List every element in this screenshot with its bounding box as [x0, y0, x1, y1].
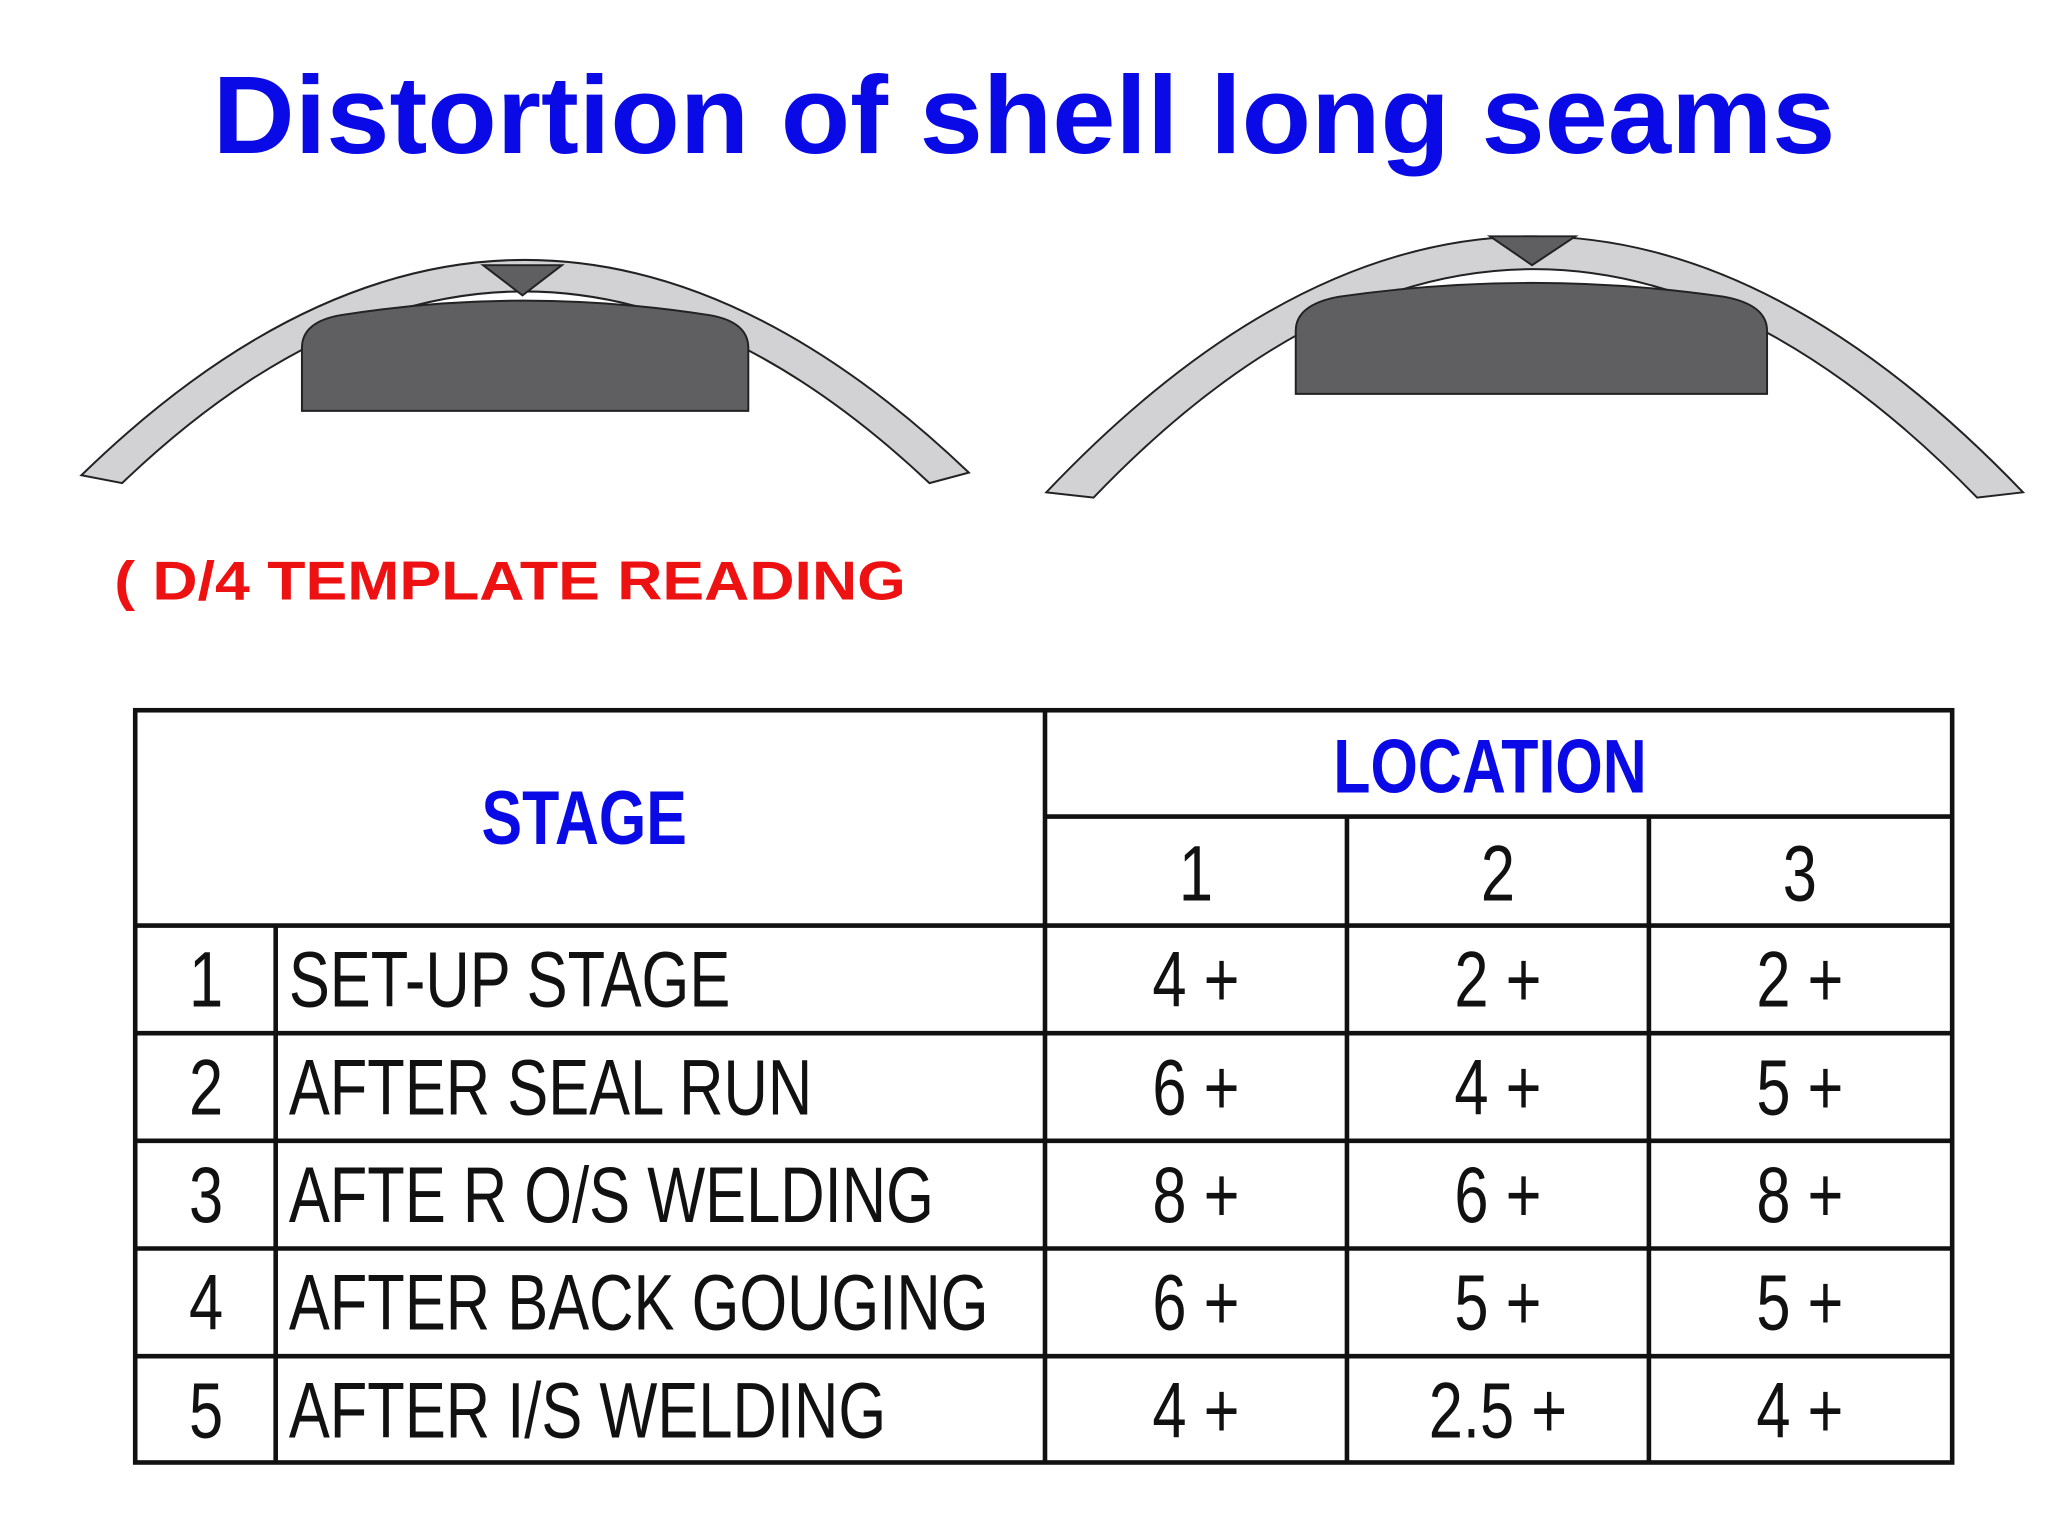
shell-diagram-right — [1044, 235, 2026, 499]
weld-seam — [1486, 235, 1579, 267]
reading: 6 + — [1152, 1043, 1239, 1131]
shell-diagram-left — [79, 258, 971, 485]
template — [1294, 281, 1769, 395]
location-number: 2 — [1481, 829, 1515, 917]
row-number: 4 — [189, 1258, 223, 1346]
reading: 8 + — [1756, 1151, 1843, 1239]
stage-header: STAGE — [482, 775, 687, 860]
reading: 4 + — [1454, 1043, 1541, 1131]
location-header: LOCATION — [1333, 724, 1647, 809]
reading: 4 + — [1152, 935, 1239, 1023]
reading: 8 + — [1152, 1151, 1239, 1239]
row-number: 5 — [189, 1366, 223, 1454]
row-number: 2 — [189, 1043, 223, 1131]
location-number: 1 — [1179, 829, 1213, 917]
stage-name: AFTER I/S WELDING — [289, 1366, 886, 1454]
reading: 5 + — [1756, 1043, 1843, 1131]
stage-name: AFTER BACK GOUGING — [289, 1258, 989, 1346]
stage-name: AFTER SEAL RUN — [289, 1043, 812, 1131]
stage-name: SET-UP STAGE — [289, 935, 730, 1023]
reading: 2 + — [1756, 935, 1843, 1023]
reading: 6 + — [1454, 1151, 1541, 1239]
location-number: 3 — [1783, 829, 1817, 917]
subtitle: ( D/4 TEMPLATE READING — [114, 549, 906, 611]
reading: 4 + — [1756, 1366, 1843, 1454]
weld-seam — [480, 264, 565, 297]
row-number: 3 — [189, 1151, 223, 1239]
row-number: 1 — [189, 935, 223, 1023]
table-grid — [132, 707, 1955, 1465]
reading: 5 + — [1454, 1258, 1541, 1346]
reading: 2.5 + — [1429, 1366, 1567, 1454]
title: Distortion of shell long seams — [213, 54, 1836, 177]
reading: 4 + — [1152, 1366, 1239, 1454]
template — [300, 299, 750, 412]
stage-name: AFTE R O/S WELDING — [289, 1151, 934, 1239]
reading: 6 + — [1152, 1258, 1239, 1346]
reading: 5 + — [1756, 1258, 1843, 1346]
reading: 2 + — [1454, 935, 1541, 1023]
